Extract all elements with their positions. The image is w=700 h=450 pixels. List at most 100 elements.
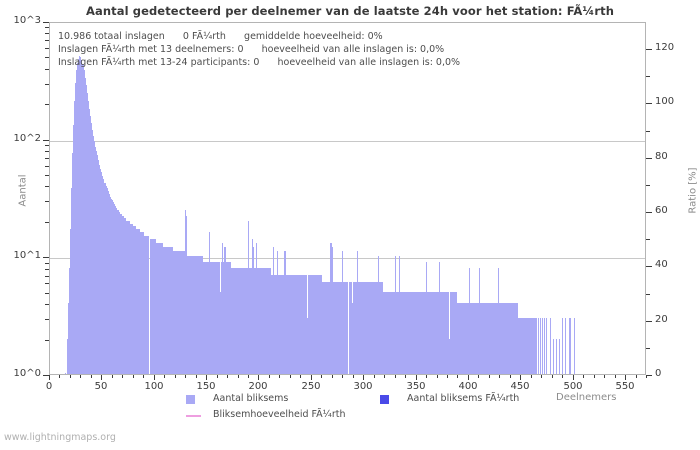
histogram-bar bbox=[432, 291, 434, 374]
histogram-bar bbox=[509, 303, 511, 374]
histogram-bar bbox=[239, 267, 241, 374]
y-axis-title-left: Aantal bbox=[17, 174, 29, 207]
histogram-bar bbox=[253, 247, 255, 374]
histogram-bar bbox=[386, 291, 388, 374]
histogram-bar bbox=[163, 247, 165, 374]
histogram-bar bbox=[475, 303, 477, 374]
x-tick-minor bbox=[489, 375, 490, 378]
histogram-bar bbox=[363, 282, 365, 374]
histogram-bar bbox=[406, 291, 408, 374]
x-tick-minor bbox=[636, 375, 637, 378]
x-tick bbox=[625, 375, 626, 380]
histogram-bar bbox=[95, 146, 97, 374]
histogram-bar bbox=[148, 235, 150, 374]
histogram-bar bbox=[338, 282, 340, 374]
y-tick-label-right: 40 bbox=[655, 259, 668, 270]
y-tick-left-minor bbox=[45, 145, 49, 146]
histogram-bar bbox=[289, 274, 291, 374]
gridline bbox=[50, 258, 645, 259]
histogram-bar bbox=[117, 209, 119, 374]
histogram-bar bbox=[74, 100, 76, 374]
histogram-bar bbox=[134, 226, 136, 374]
histogram-bar bbox=[299, 274, 301, 374]
histogram-bar bbox=[266, 267, 268, 374]
annotation-total-strikes: 10.986 totaal inslagen 0 FÃ¼rth gemiddel… bbox=[58, 31, 383, 42]
histogram-bar bbox=[252, 239, 254, 374]
histogram-bar bbox=[565, 317, 567, 374]
histogram-bar bbox=[201, 256, 203, 374]
histogram-bar bbox=[378, 282, 380, 374]
x-tick-minor bbox=[196, 375, 197, 378]
x-tick-minor bbox=[122, 375, 123, 378]
histogram-bar bbox=[297, 274, 299, 374]
histogram-bar bbox=[260, 267, 262, 374]
x-tick-minor bbox=[353, 375, 354, 378]
histogram-bar bbox=[235, 267, 237, 374]
histogram-bar bbox=[402, 291, 404, 374]
histogram-bar bbox=[99, 164, 101, 374]
histogram-bar bbox=[460, 303, 462, 374]
histogram-bar bbox=[325, 282, 327, 374]
histogram-bar bbox=[455, 291, 457, 374]
x-tick-minor bbox=[227, 375, 228, 378]
y-tick-left-minor bbox=[45, 158, 49, 159]
x-tick-minor bbox=[238, 375, 239, 378]
x-tick-minor bbox=[143, 375, 144, 378]
histogram-bar bbox=[93, 141, 96, 374]
histogram-bar bbox=[314, 274, 317, 374]
histogram-bar bbox=[269, 267, 271, 374]
histogram-bar bbox=[546, 317, 548, 374]
histogram-bar bbox=[329, 242, 331, 374]
x-tick bbox=[101, 375, 102, 380]
y-tick-right bbox=[646, 266, 652, 267]
histogram-bar bbox=[161, 242, 163, 374]
y-tick-left bbox=[43, 375, 49, 376]
legend-swatch-icon bbox=[186, 395, 195, 404]
y-tick-left bbox=[43, 257, 49, 258]
histogram-bar bbox=[383, 291, 385, 374]
legend-label: Aantal bliksems bbox=[213, 393, 289, 404]
x-tick-minor bbox=[604, 375, 605, 378]
histogram-bar bbox=[295, 274, 297, 374]
x-tick-label: 100 bbox=[144, 381, 164, 392]
x-tick-minor bbox=[646, 375, 647, 378]
histogram-bar bbox=[355, 282, 357, 374]
histogram-bar bbox=[234, 267, 236, 374]
y-tick-left-minor bbox=[45, 27, 49, 28]
histogram-bar bbox=[430, 291, 432, 374]
x-tick-minor bbox=[437, 375, 438, 378]
histogram-bar bbox=[238, 267, 240, 374]
histogram-bar bbox=[178, 251, 180, 374]
histogram-bar bbox=[268, 267, 270, 374]
y-tick-right-minor bbox=[646, 294, 650, 295]
histogram-bar bbox=[446, 291, 448, 374]
y-tick-left-minor bbox=[45, 319, 49, 320]
histogram-bar bbox=[342, 251, 344, 374]
histogram-bar bbox=[175, 251, 177, 374]
histogram-bar bbox=[110, 198, 112, 374]
y-tick-right bbox=[646, 375, 652, 376]
histogram-bar bbox=[316, 274, 318, 374]
histogram-bar bbox=[285, 274, 287, 374]
histogram-bar bbox=[484, 303, 486, 374]
histogram-bar bbox=[423, 291, 425, 374]
x-tick-label: 400 bbox=[458, 381, 478, 392]
histogram-bar bbox=[368, 282, 370, 374]
y-tick-left-minor bbox=[45, 283, 49, 284]
histogram-bar bbox=[96, 151, 98, 374]
histogram-bar bbox=[393, 291, 395, 374]
histogram-bar bbox=[332, 282, 334, 374]
histogram-bar bbox=[127, 220, 129, 374]
histogram-bar bbox=[528, 317, 530, 374]
histogram-bar bbox=[146, 235, 148, 374]
histogram-bar bbox=[499, 303, 501, 374]
histogram-bar bbox=[562, 317, 564, 374]
histogram-bar bbox=[156, 242, 158, 374]
histogram-bar bbox=[106, 188, 108, 374]
histogram-bar bbox=[481, 303, 483, 374]
histogram-bar bbox=[347, 282, 349, 374]
histogram-bar bbox=[411, 291, 413, 374]
histogram-bar bbox=[346, 282, 348, 374]
histogram-bar bbox=[143, 232, 145, 374]
x-tick-minor bbox=[395, 375, 396, 378]
